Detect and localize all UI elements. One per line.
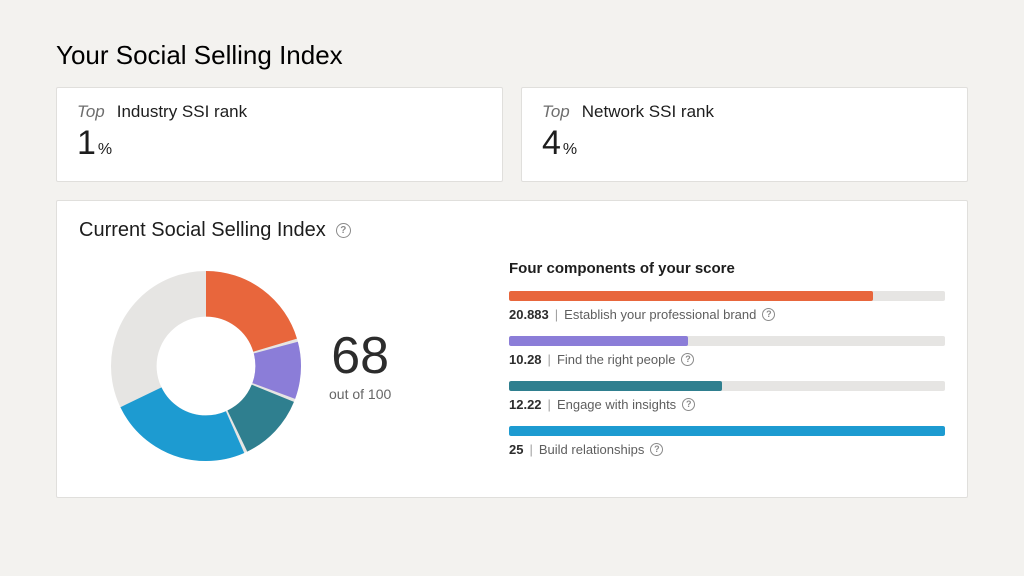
separator: |	[555, 307, 558, 322]
component-row: 25 | Build relationships?	[509, 426, 945, 457]
separator: |	[548, 352, 551, 367]
industry-rank-card: Top Industry SSI rank 1%	[56, 87, 503, 182]
ssi-card: Current Social Selling Index ? 68 out of…	[56, 200, 968, 498]
component-value: 25	[509, 442, 523, 457]
component-bar	[509, 426, 945, 436]
component-label-line: 25 | Build relationships?	[509, 442, 945, 457]
ssi-score-value: 68	[329, 330, 391, 382]
network-rank-label: Network SSI rank	[582, 102, 714, 122]
separator: |	[548, 397, 551, 412]
component-label: Engage with insights	[557, 397, 676, 412]
component-bar-fill	[509, 291, 873, 301]
component-label-line: 12.22 | Engage with insights?	[509, 397, 945, 412]
component-bar-fill	[509, 336, 688, 346]
ssi-score-sub: out of 100	[329, 386, 391, 402]
component-bar	[509, 291, 945, 301]
industry-rank-label: Industry SSI rank	[117, 102, 247, 122]
network-rank-card: Top Network SSI rank 4%	[521, 87, 968, 182]
help-icon[interactable]: ?	[762, 308, 775, 321]
component-label: Build relationships	[539, 442, 645, 457]
network-rank-value: 4	[542, 124, 561, 162]
component-bar-fill	[509, 381, 722, 391]
component-bar-fill	[509, 426, 945, 436]
rank-top-word: Top	[542, 102, 570, 122]
ssi-score-panel: 68 out of 100	[79, 260, 479, 471]
component-value: 20.883	[509, 307, 549, 322]
industry-rank-value: 1	[77, 124, 96, 162]
component-label-line: 20.883 | Establish your professional brand…	[509, 307, 945, 322]
help-icon[interactable]: ?	[682, 398, 695, 411]
industry-rank-unit: %	[98, 141, 112, 158]
ssi-donut-chart	[111, 271, 301, 461]
page-title: Your Social Selling Index	[56, 40, 968, 71]
component-value: 12.22	[509, 397, 542, 412]
help-icon[interactable]: ?	[336, 223, 351, 238]
component-row: 12.22 | Engage with insights?	[509, 381, 945, 412]
component-row: 10.28 | Find the right people?	[509, 336, 945, 367]
component-bar	[509, 381, 945, 391]
network-rank-unit: %	[563, 141, 577, 158]
ssi-header-title: Current Social Selling Index	[79, 219, 326, 242]
help-icon[interactable]: ?	[681, 353, 694, 366]
help-icon[interactable]: ?	[650, 443, 663, 456]
component-bar	[509, 336, 945, 346]
component-label: Find the right people	[557, 352, 676, 367]
ssi-header: Current Social Selling Index ?	[79, 219, 945, 242]
components-title: Four components of your score	[509, 260, 945, 277]
component-row: 20.883 | Establish your professional brand…	[509, 291, 945, 322]
ssi-components-panel: Four components of your score 20.883 | Est…	[509, 260, 945, 471]
component-label-line: 10.28 | Find the right people?	[509, 352, 945, 367]
separator: |	[529, 442, 532, 457]
component-label: Establish your professional brand	[564, 307, 756, 322]
rank-top-word: Top	[77, 102, 105, 122]
ranks-row: Top Industry SSI rank 1% Top Network SSI…	[56, 87, 968, 182]
component-value: 10.28	[509, 352, 542, 367]
